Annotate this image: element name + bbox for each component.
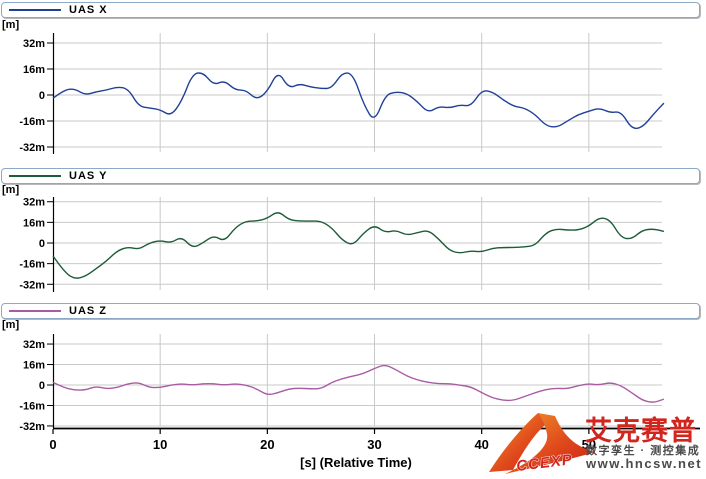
uas-y-line-sample-icon	[9, 175, 61, 177]
svg-text:0: 0	[39, 238, 45, 250]
svg-text:30: 30	[367, 437, 381, 452]
legend-uas-z-label: UAS Z	[69, 305, 107, 317]
svg-text:-16m: -16m	[19, 116, 45, 128]
svg-text:40: 40	[474, 437, 488, 452]
svg-text:[s] (Relative Time): [s] (Relative Time)	[300, 455, 412, 470]
legend-uas-x-label: UAS X	[69, 4, 108, 16]
plot-area-uas-y[interactable]: 32m 16m 0 -16m -32m	[0, 196, 706, 296]
plot-area-uas-z[interactable]: 32m 16m 0 -16m -32m 0 10 20 30 40 50 [s] (Relative …	[0, 332, 706, 479]
uas-z-line-sample-icon	[9, 310, 61, 312]
svg-text:10: 10	[153, 437, 167, 452]
svg-text:-32m: -32m	[19, 421, 45, 433]
legend-uas-z[interactable]: UAS Z	[1, 303, 700, 319]
svg-text:16m: 16m	[23, 217, 45, 229]
svg-text:20: 20	[260, 437, 274, 452]
svg-text:32m: 32m	[23, 38, 45, 50]
svg-text:16m: 16m	[23, 360, 45, 372]
y-unit-label-y: [m]	[2, 184, 20, 196]
svg-text:32m: 32m	[23, 339, 45, 351]
svg-text:0: 0	[39, 380, 45, 392]
y-unit-label-z: [m]	[2, 319, 20, 331]
uas-x-line-sample-icon	[9, 9, 61, 11]
svg-text:50: 50	[582, 437, 596, 452]
svg-text:-32m: -32m	[19, 142, 45, 154]
legend-uas-y[interactable]: UAS Y	[1, 168, 700, 184]
svg-text:-16m: -16m	[19, 400, 45, 412]
svg-text:-16m: -16m	[19, 259, 45, 271]
svg-text:0: 0	[49, 437, 56, 452]
y-unit-label-x: [m]	[2, 19, 20, 31]
svg-text:-32m: -32m	[19, 279, 45, 291]
legend-uas-x[interactable]: UAS X	[1, 2, 700, 18]
svg-text:32m: 32m	[23, 197, 45, 209]
svg-text:0: 0	[39, 90, 45, 102]
plot-area-uas-x[interactable]: 32m 16m 0 -16m -32m	[0, 30, 706, 162]
svg-text:16m: 16m	[23, 64, 45, 76]
legend-uas-y-label: UAS Y	[69, 170, 108, 182]
